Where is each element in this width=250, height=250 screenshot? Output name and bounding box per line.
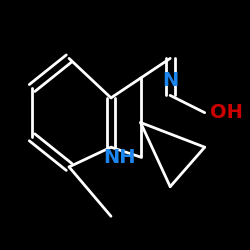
Text: NH: NH: [103, 148, 136, 167]
Text: N: N: [162, 72, 178, 90]
Text: OH: OH: [210, 103, 242, 122]
